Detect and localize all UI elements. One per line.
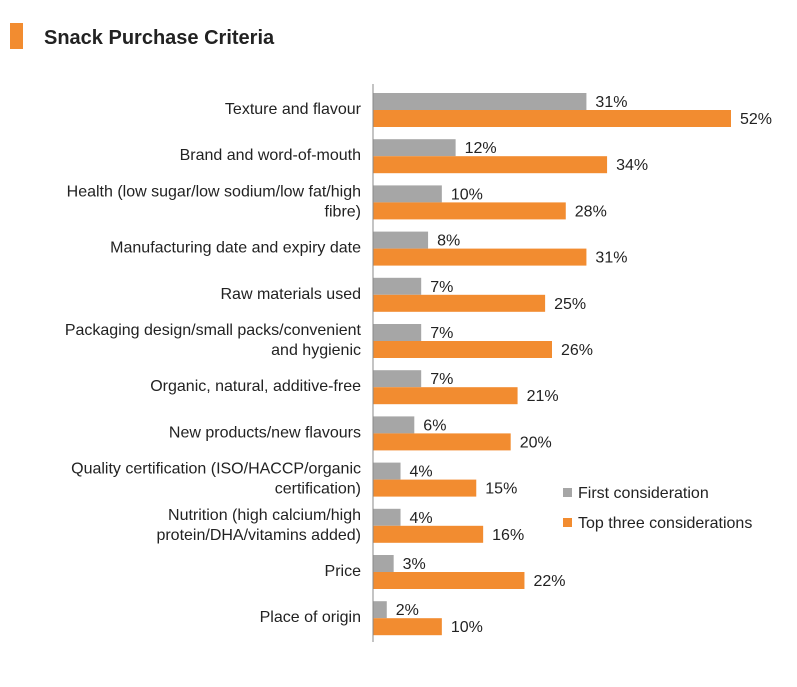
bar-first-consideration	[373, 508, 401, 526]
category-group: 7% 25% Raw materials used	[221, 277, 586, 313]
category-label: Health (low sugar/low sodium/low fat/hig…	[67, 183, 361, 200]
category-group: 6% 20% New products/new flavours	[169, 416, 552, 451]
data-label: 31%	[595, 250, 627, 267]
bar-top-three-considerations	[373, 433, 511, 451]
data-label: 26%	[561, 342, 593, 359]
category-label: Texture and flavour	[225, 101, 362, 118]
bar-top-three-considerations	[373, 110, 731, 127]
legend: First consideration Top three considerati…	[563, 485, 752, 532]
bar-first-consideration	[373, 231, 429, 249]
category-group: 3% 22% Price	[325, 555, 565, 590]
bar-top-three-considerations	[373, 479, 477, 497]
bar-top-three-considerations	[373, 156, 608, 174]
category-label: Organic, natural, additive-free	[150, 378, 361, 395]
category-group: 7% 21% Organic, natural, additive-free	[150, 370, 559, 405]
bar-first-consideration	[373, 93, 587, 110]
legend-label: First consideration	[578, 485, 709, 502]
data-label: 21%	[527, 388, 559, 405]
category-label: and hygienic	[271, 342, 361, 359]
chart-title: Snack Purchase Criteria	[44, 27, 275, 49]
data-label: 8%	[437, 233, 460, 250]
category-label: Nutrition (high calcium/high	[168, 507, 361, 524]
data-label: 52%	[740, 111, 772, 128]
bar-top-three-considerations	[373, 248, 587, 266]
category-label: New products/new flavours	[169, 424, 361, 441]
data-label: 31%	[595, 94, 627, 111]
bar-top-three-considerations	[373, 387, 518, 405]
data-label: 7%	[430, 325, 453, 342]
category-label: Raw materials used	[221, 286, 362, 303]
bar-first-consideration	[373, 370, 422, 388]
bar-top-three-considerations	[373, 618, 442, 636]
data-label: 20%	[520, 434, 552, 451]
bar-first-consideration	[373, 139, 456, 157]
category-group: 12% 34% Brand and word-of-mouth	[180, 139, 648, 174]
bar-first-consideration	[373, 601, 387, 619]
bar-top-three-considerations	[373, 525, 484, 543]
data-label: 4%	[410, 464, 433, 481]
bar-top-three-considerations	[373, 572, 525, 589]
category-label: Place of origin	[260, 609, 361, 626]
data-label: 28%	[575, 203, 607, 220]
legend-label: Top three considerations	[578, 515, 752, 532]
data-label: 4%	[410, 510, 433, 527]
data-label: 12%	[465, 140, 497, 157]
data-label: 2%	[396, 602, 419, 619]
bar-top-three-considerations	[373, 294, 546, 312]
category-label: Manufacturing date and expiry date	[110, 240, 361, 257]
bar-first-consideration	[373, 462, 401, 480]
data-label: 16%	[492, 527, 524, 544]
category-group: 4% 15% Quality certification (ISO/HACCP/or…	[71, 461, 517, 498]
data-label: 25%	[554, 296, 586, 313]
bar-top-three-considerations	[373, 341, 552, 358]
category-label: certification)	[275, 481, 361, 498]
data-label: 7%	[430, 279, 453, 296]
category-group: 10% 28% Health (low sugar/low sodium/low f…	[67, 183, 607, 220]
data-label: 7%	[430, 371, 453, 388]
data-label: 15%	[485, 481, 517, 498]
data-label: 34%	[616, 157, 648, 174]
category-group: 31% 52% Texture and flavour	[225, 93, 772, 128]
category-label: fibre)	[325, 203, 361, 220]
category-group: 7% 26% Packaging design/small packs/conven…	[65, 322, 593, 359]
category-label: Packaging design/small packs/convenient	[65, 322, 362, 339]
bar-first-consideration	[373, 416, 415, 434]
bar-first-consideration	[373, 324, 422, 341]
legend-swatch	[563, 518, 572, 527]
category-label: Quality certification (ISO/HACCP/organic	[71, 461, 361, 478]
legend-item: First consideration	[563, 485, 709, 502]
category-label: protein/DHA/vitamins added)	[156, 527, 361, 544]
legend-item: Top three considerations	[563, 515, 752, 532]
bar-top-three-considerations	[373, 202, 566, 220]
category-label: Price	[325, 563, 362, 580]
category-label: Brand and word-of-mouth	[180, 147, 361, 164]
bar-first-consideration	[373, 185, 442, 203]
bar-first-consideration	[373, 277, 422, 295]
data-label: 10%	[451, 186, 483, 203]
bar-first-consideration	[373, 555, 394, 572]
data-label: 22%	[533, 573, 565, 590]
legend-swatch	[563, 488, 572, 497]
category-group: 4% 16% Nutrition (high calcium/high protein…	[156, 507, 524, 544]
data-label: 10%	[451, 619, 483, 636]
bar-groups: 31% 52% Texture and flavour 12% 34% Brand and…	[65, 93, 772, 636]
data-label: 3%	[403, 556, 426, 573]
category-group: 8% 31% Manufacturing date and expiry date	[110, 231, 627, 267]
data-label: 6%	[423, 417, 446, 434]
category-group: 2% 10% Place of origin	[260, 601, 483, 636]
title-marker	[10, 23, 23, 49]
